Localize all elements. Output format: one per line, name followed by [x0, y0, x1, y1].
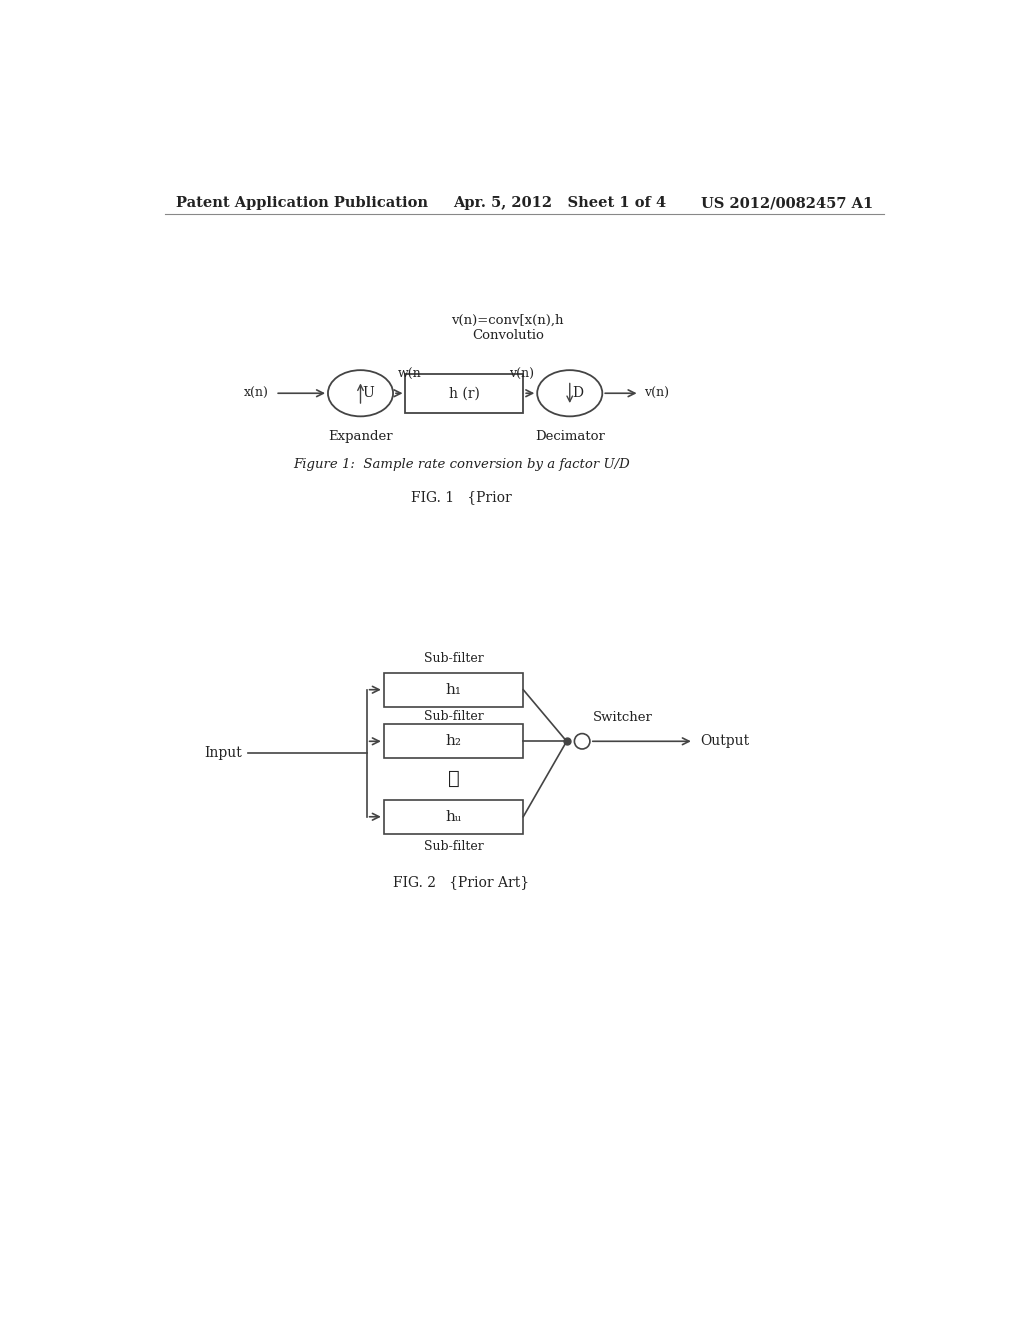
Text: h₁: h₁: [445, 682, 462, 697]
Text: Expander: Expander: [328, 430, 393, 444]
Text: Apr. 5, 2012   Sheet 1 of 4: Apr. 5, 2012 Sheet 1 of 4: [454, 197, 667, 210]
Text: ⋮: ⋮: [447, 770, 460, 788]
Text: Input: Input: [204, 746, 242, 760]
Text: v(n)=conv[x(n),h: v(n)=conv[x(n),h: [452, 314, 564, 326]
Text: D: D: [572, 387, 583, 400]
Text: Sub-filter: Sub-filter: [424, 652, 483, 665]
Text: US 2012/0082457 A1: US 2012/0082457 A1: [701, 197, 873, 210]
Text: hᵤ: hᵤ: [445, 809, 462, 824]
Text: x(n): x(n): [244, 387, 269, 400]
Text: Switcher: Switcher: [593, 711, 653, 725]
Text: h₂: h₂: [445, 734, 462, 748]
Text: Sub-filter: Sub-filter: [424, 710, 483, 723]
Bar: [384, 725, 523, 758]
Bar: [384, 673, 523, 706]
Text: Sub-filter: Sub-filter: [424, 840, 483, 853]
Text: FIG. 1   {Prior: FIG. 1 {Prior: [411, 490, 512, 504]
Text: h (r): h (r): [449, 387, 480, 400]
Text: Patent Application Publication: Patent Application Publication: [176, 197, 428, 210]
Text: Convolutio: Convolutio: [472, 329, 544, 342]
Circle shape: [574, 734, 590, 748]
Text: v(n): v(n): [644, 387, 669, 400]
Text: Figure 1:  Sample rate conversion by a factor U/D: Figure 1: Sample rate conversion by a fa…: [293, 458, 630, 471]
Bar: [406, 374, 523, 412]
Bar: [384, 800, 523, 834]
Text: v(n): v(n): [509, 368, 535, 381]
Text: Decimator: Decimator: [535, 430, 605, 444]
Text: Output: Output: [700, 734, 750, 748]
Text: U: U: [362, 387, 374, 400]
Text: FIG. 2   {Prior Art}: FIG. 2 {Prior Art}: [393, 875, 529, 890]
Text: w(n: w(n: [397, 368, 422, 381]
